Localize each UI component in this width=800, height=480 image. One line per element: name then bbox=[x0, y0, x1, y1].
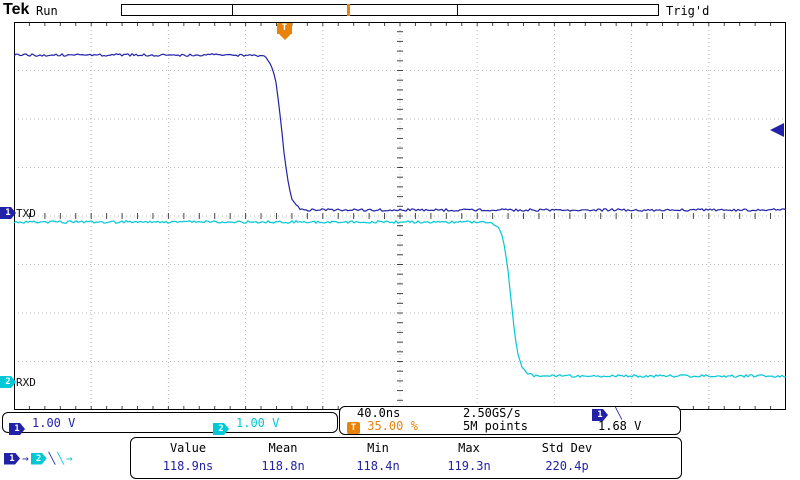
acquisition-state: Run bbox=[36, 4, 58, 18]
meas-value-value: 118.9ns bbox=[162, 459, 214, 473]
meas-edge2-icon: ╲ bbox=[57, 452, 64, 465]
meas-header-stddev: Std Dev bbox=[541, 441, 593, 455]
graticule: T bbox=[13, 22, 787, 410]
measurement-table: Value Mean Min Max Std Dev 118.9ns 118.8… bbox=[130, 437, 682, 479]
vertical-scale-box: 1 1.00 V 2 1.00 V bbox=[2, 412, 338, 435]
ch2-scale-readout: 1.00 V bbox=[236, 416, 280, 430]
meas-from-badge: 1 bbox=[4, 452, 20, 465]
record-position-bar bbox=[121, 4, 659, 16]
horizontal-trigger-box: 40.0ns 2.50GS/s 1 ╲ T 35.00 % 5M points … bbox=[339, 406, 681, 435]
measurement-source-indicator: 1 → 2 ╲ ╲ → bbox=[4, 452, 73, 465]
meas-header-max: Max bbox=[458, 441, 480, 455]
ch2-reference-marker: 2 bbox=[0, 376, 16, 388]
meas-value-mean: 118.8n bbox=[261, 459, 305, 473]
ch2-waveform bbox=[13, 220, 787, 378]
brand-logo: Tek bbox=[3, 1, 30, 18]
trigger-level-arrow bbox=[770, 123, 784, 137]
meas-value-stddev: 220.4p bbox=[545, 459, 589, 473]
meas-header-mean: Mean bbox=[268, 441, 298, 455]
ch1-label: TXD bbox=[16, 207, 36, 220]
trigger-t-badge: T bbox=[347, 422, 360, 434]
trigger-position-tick bbox=[347, 4, 350, 16]
window-bracket-left bbox=[232, 5, 233, 15]
ch2-badge: 2 bbox=[213, 423, 229, 435]
ch1-reference-marker: 1 bbox=[0, 207, 16, 219]
trigger-source-badge: 1 bbox=[592, 409, 608, 421]
record-length-readout: 5M points bbox=[463, 419, 529, 433]
ch1-scale-readout: 1.00 V bbox=[32, 416, 76, 430]
meas-value-max: 119.3n bbox=[447, 459, 491, 473]
meas-header-min: Min bbox=[367, 441, 389, 455]
waveform-svg bbox=[13, 22, 787, 410]
trigger-slope-icon: ╲ bbox=[615, 407, 622, 420]
meas-edge1-icon: ╲ bbox=[48, 452, 56, 465]
window-bracket-right bbox=[457, 5, 458, 15]
meas-value-min: 118.4n bbox=[356, 459, 400, 473]
meas-arrow2-icon: → bbox=[65, 452, 73, 465]
trigger-status: Trig'd bbox=[666, 4, 710, 18]
timebase-readout: 40.0ns bbox=[357, 406, 401, 420]
ch2-label: RXD bbox=[16, 376, 36, 389]
meas-arrow-icon: → bbox=[22, 452, 29, 465]
ch1-waveform bbox=[13, 53, 787, 212]
meas-to-badge: 2 bbox=[30, 452, 47, 465]
sample-rate-readout: 2.50GS/s bbox=[463, 406, 521, 420]
ch1-badge: 1 bbox=[9, 423, 25, 435]
trigger-level-readout: 1.68 V bbox=[598, 419, 642, 433]
trigger-flag: T bbox=[277, 23, 292, 34]
trigger-position-readout: 35.00 % bbox=[367, 419, 418, 433]
meas-header-value: Value bbox=[169, 441, 207, 455]
